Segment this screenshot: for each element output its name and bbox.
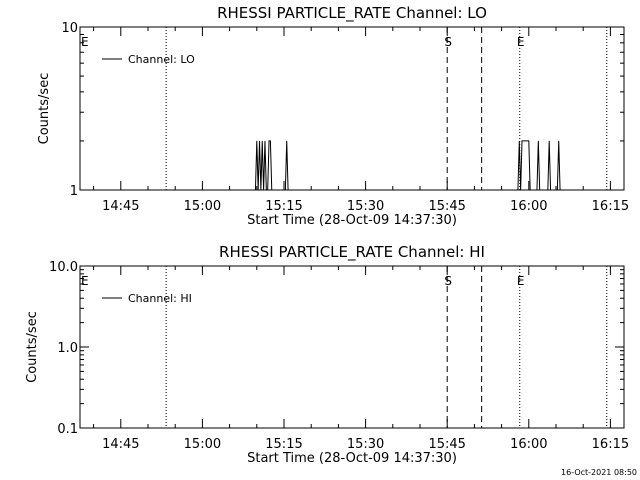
x-axis-label: Start Time (28-Oct-09 14:37:30) (247, 451, 457, 466)
panel-hi: RHESSI PARTICLE_RATE Channel: HI 14:45 15:… (25, 243, 629, 466)
timestamp-label: 16-Oct-2021 08:50 (561, 468, 637, 477)
chart-title: RHESSI PARTICLE_RATE Channel: HI (219, 243, 485, 262)
event-marker-label: S (444, 274, 452, 288)
event-marker-label: E (517, 35, 525, 49)
series-line-lo (80, 140, 624, 191)
x-tick-label: 14:45 (102, 199, 139, 214)
event-marker-label: E (517, 274, 525, 288)
x-tick-label: 16:00 (510, 437, 547, 452)
x-tick-label: 15:45 (428, 437, 465, 452)
x-tick-label: 15:45 (428, 199, 465, 214)
y-tick-label: 10 (61, 21, 78, 36)
legend-label: Channel: HI (128, 292, 192, 305)
y-tick-label: 1 (70, 184, 78, 199)
x-tick-label: 15:15 (265, 199, 302, 214)
plot-frame (79, 265, 625, 429)
event-marker-label: S (444, 35, 452, 49)
x-tick-label: 16:00 (510, 199, 547, 214)
panel-lo: RHESSI PARTICLE_RATE Channel: LO 14:45 15:… (37, 4, 629, 228)
plot-frame (79, 26, 625, 191)
x-tick-label: 15:30 (347, 437, 384, 452)
y-tick-label: 1.0 (57, 341, 78, 356)
y-tick-label: 0.1 (57, 422, 78, 437)
x-tick-label: 14:45 (102, 437, 139, 452)
x-tick-label: 16:15 (592, 199, 629, 214)
x-tick-label: 15:00 (184, 437, 221, 452)
x-tick-label: 15:00 (184, 199, 221, 214)
y-axis-label: Counts/sec (37, 73, 52, 145)
x-axis-label: Start Time (28-Oct-09 14:37:30) (247, 213, 457, 228)
y-tick-label: 10.0 (49, 260, 78, 275)
x-tick-label: 16:15 (592, 437, 629, 452)
y-axis-label: Counts/sec (25, 311, 40, 383)
x-tick-label: 15:15 (265, 437, 302, 452)
event-marker-label: E (81, 274, 89, 288)
chart-title: RHESSI PARTICLE_RATE Channel: LO (217, 4, 487, 23)
event-marker-label: E (81, 35, 89, 49)
x-tick-label: 15:30 (347, 199, 384, 214)
legend-label: Channel: LO (128, 53, 195, 66)
